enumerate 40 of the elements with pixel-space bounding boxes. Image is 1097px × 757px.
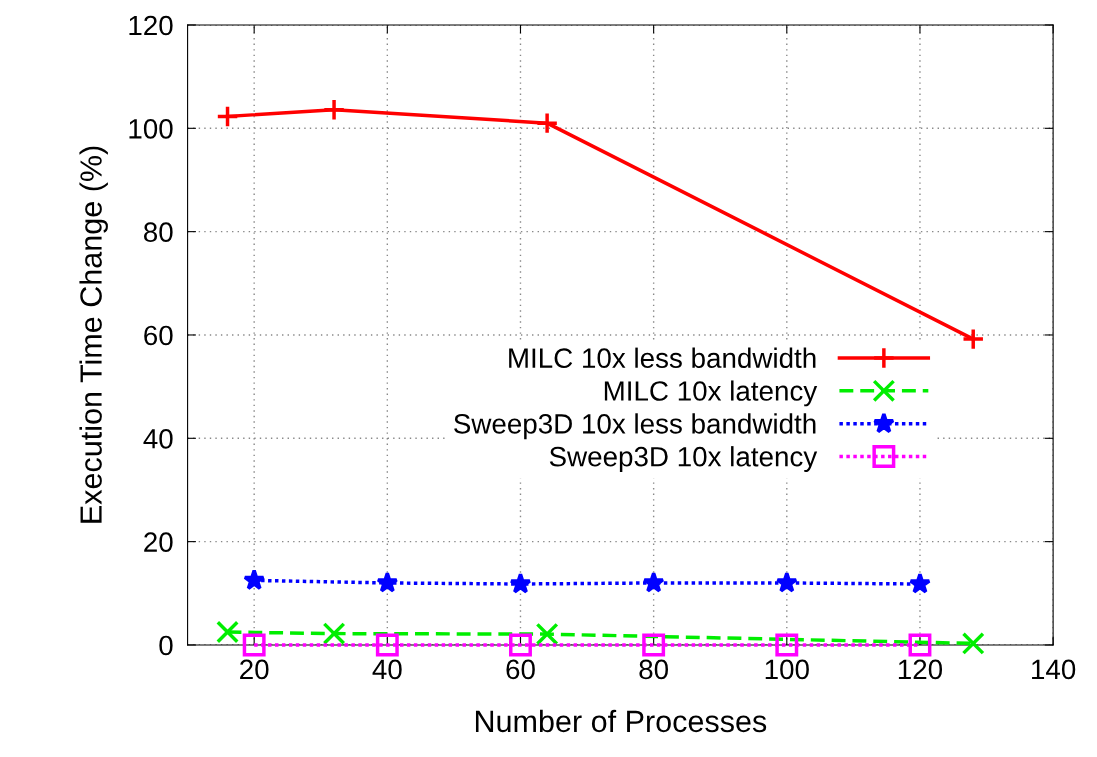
y-tick-label: 0 bbox=[159, 635, 173, 656]
legend-label: MILC 10x less bandwidth bbox=[509, 347, 816, 369]
point bbox=[961, 327, 985, 351]
point bbox=[376, 571, 399, 593]
legend-label: MILC 10x latency bbox=[604, 380, 818, 407]
x-tick-label: 100 bbox=[765, 659, 809, 680]
y-tick-label: 60 bbox=[144, 325, 173, 346]
y-axis-title: Execution Time Change (%) bbox=[79, 146, 108, 523]
point bbox=[775, 571, 798, 593]
point bbox=[216, 620, 239, 644]
y-tick-label: 100 bbox=[129, 118, 173, 139]
y-tick-label: 20 bbox=[144, 532, 173, 552]
x-tick-label: 40 bbox=[372, 659, 402, 680]
x-axis-title: Number of Processes bbox=[475, 709, 767, 733]
point bbox=[509, 633, 532, 657]
point bbox=[642, 633, 666, 657]
x-tick-label: 120 bbox=[898, 659, 943, 680]
legend-label: Sweep3D 10x latency bbox=[549, 446, 818, 473]
y-tick-label: 120 bbox=[129, 15, 173, 36]
x-tick-label: 20 bbox=[240, 659, 269, 680]
x-tick-label: 140 bbox=[1032, 659, 1076, 680]
point bbox=[961, 631, 985, 655]
y-tick-label: 80 bbox=[144, 222, 173, 242]
point bbox=[908, 633, 932, 657]
point bbox=[242, 633, 266, 657]
point bbox=[322, 98, 346, 122]
x-tick-label: 80 bbox=[639, 659, 669, 680]
point bbox=[375, 633, 399, 657]
point bbox=[535, 111, 559, 135]
x-tick-label: 60 bbox=[506, 659, 535, 680]
y-tick-label: 40 bbox=[143, 428, 173, 449]
point bbox=[216, 104, 239, 128]
point bbox=[642, 571, 665, 593]
point bbox=[908, 572, 931, 594]
point bbox=[775, 633, 799, 657]
point bbox=[322, 622, 346, 646]
point bbox=[509, 572, 532, 594]
point bbox=[243, 568, 266, 590]
legend-label: Sweep3D 10x less bandwidth bbox=[454, 413, 816, 440]
point bbox=[535, 622, 559, 646]
